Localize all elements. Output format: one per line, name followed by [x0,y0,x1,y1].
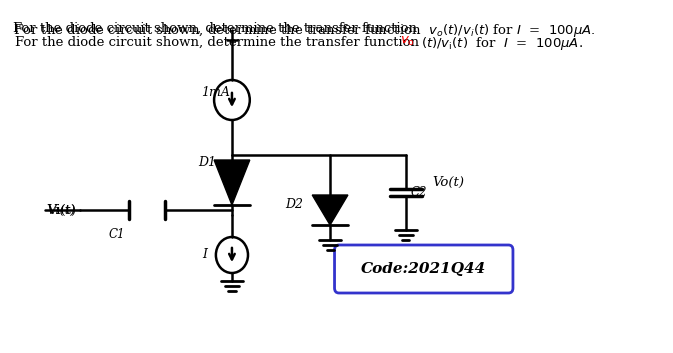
Text: D1: D1 [198,156,216,169]
Text: For the diode circuit shown, determine the transfer function: For the diode circuit shown, determine t… [15,35,423,48]
Text: I: I [202,249,207,262]
Text: C2: C2 [411,186,427,199]
Text: Vi(t): Vi(t) [47,203,76,216]
Text: D2: D2 [285,198,304,211]
Text: $v_{\rm o}$: $v_{\rm o}$ [400,35,415,48]
Text: Vo(t): Vo(t) [433,176,464,189]
Text: Vi(t): Vi(t) [46,203,76,216]
Text: For the diode circuit shown, determine the transfer function  $v_o(t)/v_i(t)$ fo: For the diode circuit shown, determine t… [13,22,596,39]
FancyBboxPatch shape [334,245,513,293]
Text: Code:2021Q44: Code:2021Q44 [361,262,487,276]
Text: C1: C1 [108,228,125,241]
Polygon shape [312,195,348,225]
Text: $(t)/v_{\rm i}(t)$  for  $I$  =  $100\mu A$.: $(t)/v_{\rm i}(t)$ for $I$ = $100\mu A$. [421,35,583,52]
Text: For the diode circuit shown, determine the transfer function: For the diode circuit shown, determine t… [13,22,421,35]
Polygon shape [214,160,250,205]
Text: 1mA: 1mA [201,85,229,98]
